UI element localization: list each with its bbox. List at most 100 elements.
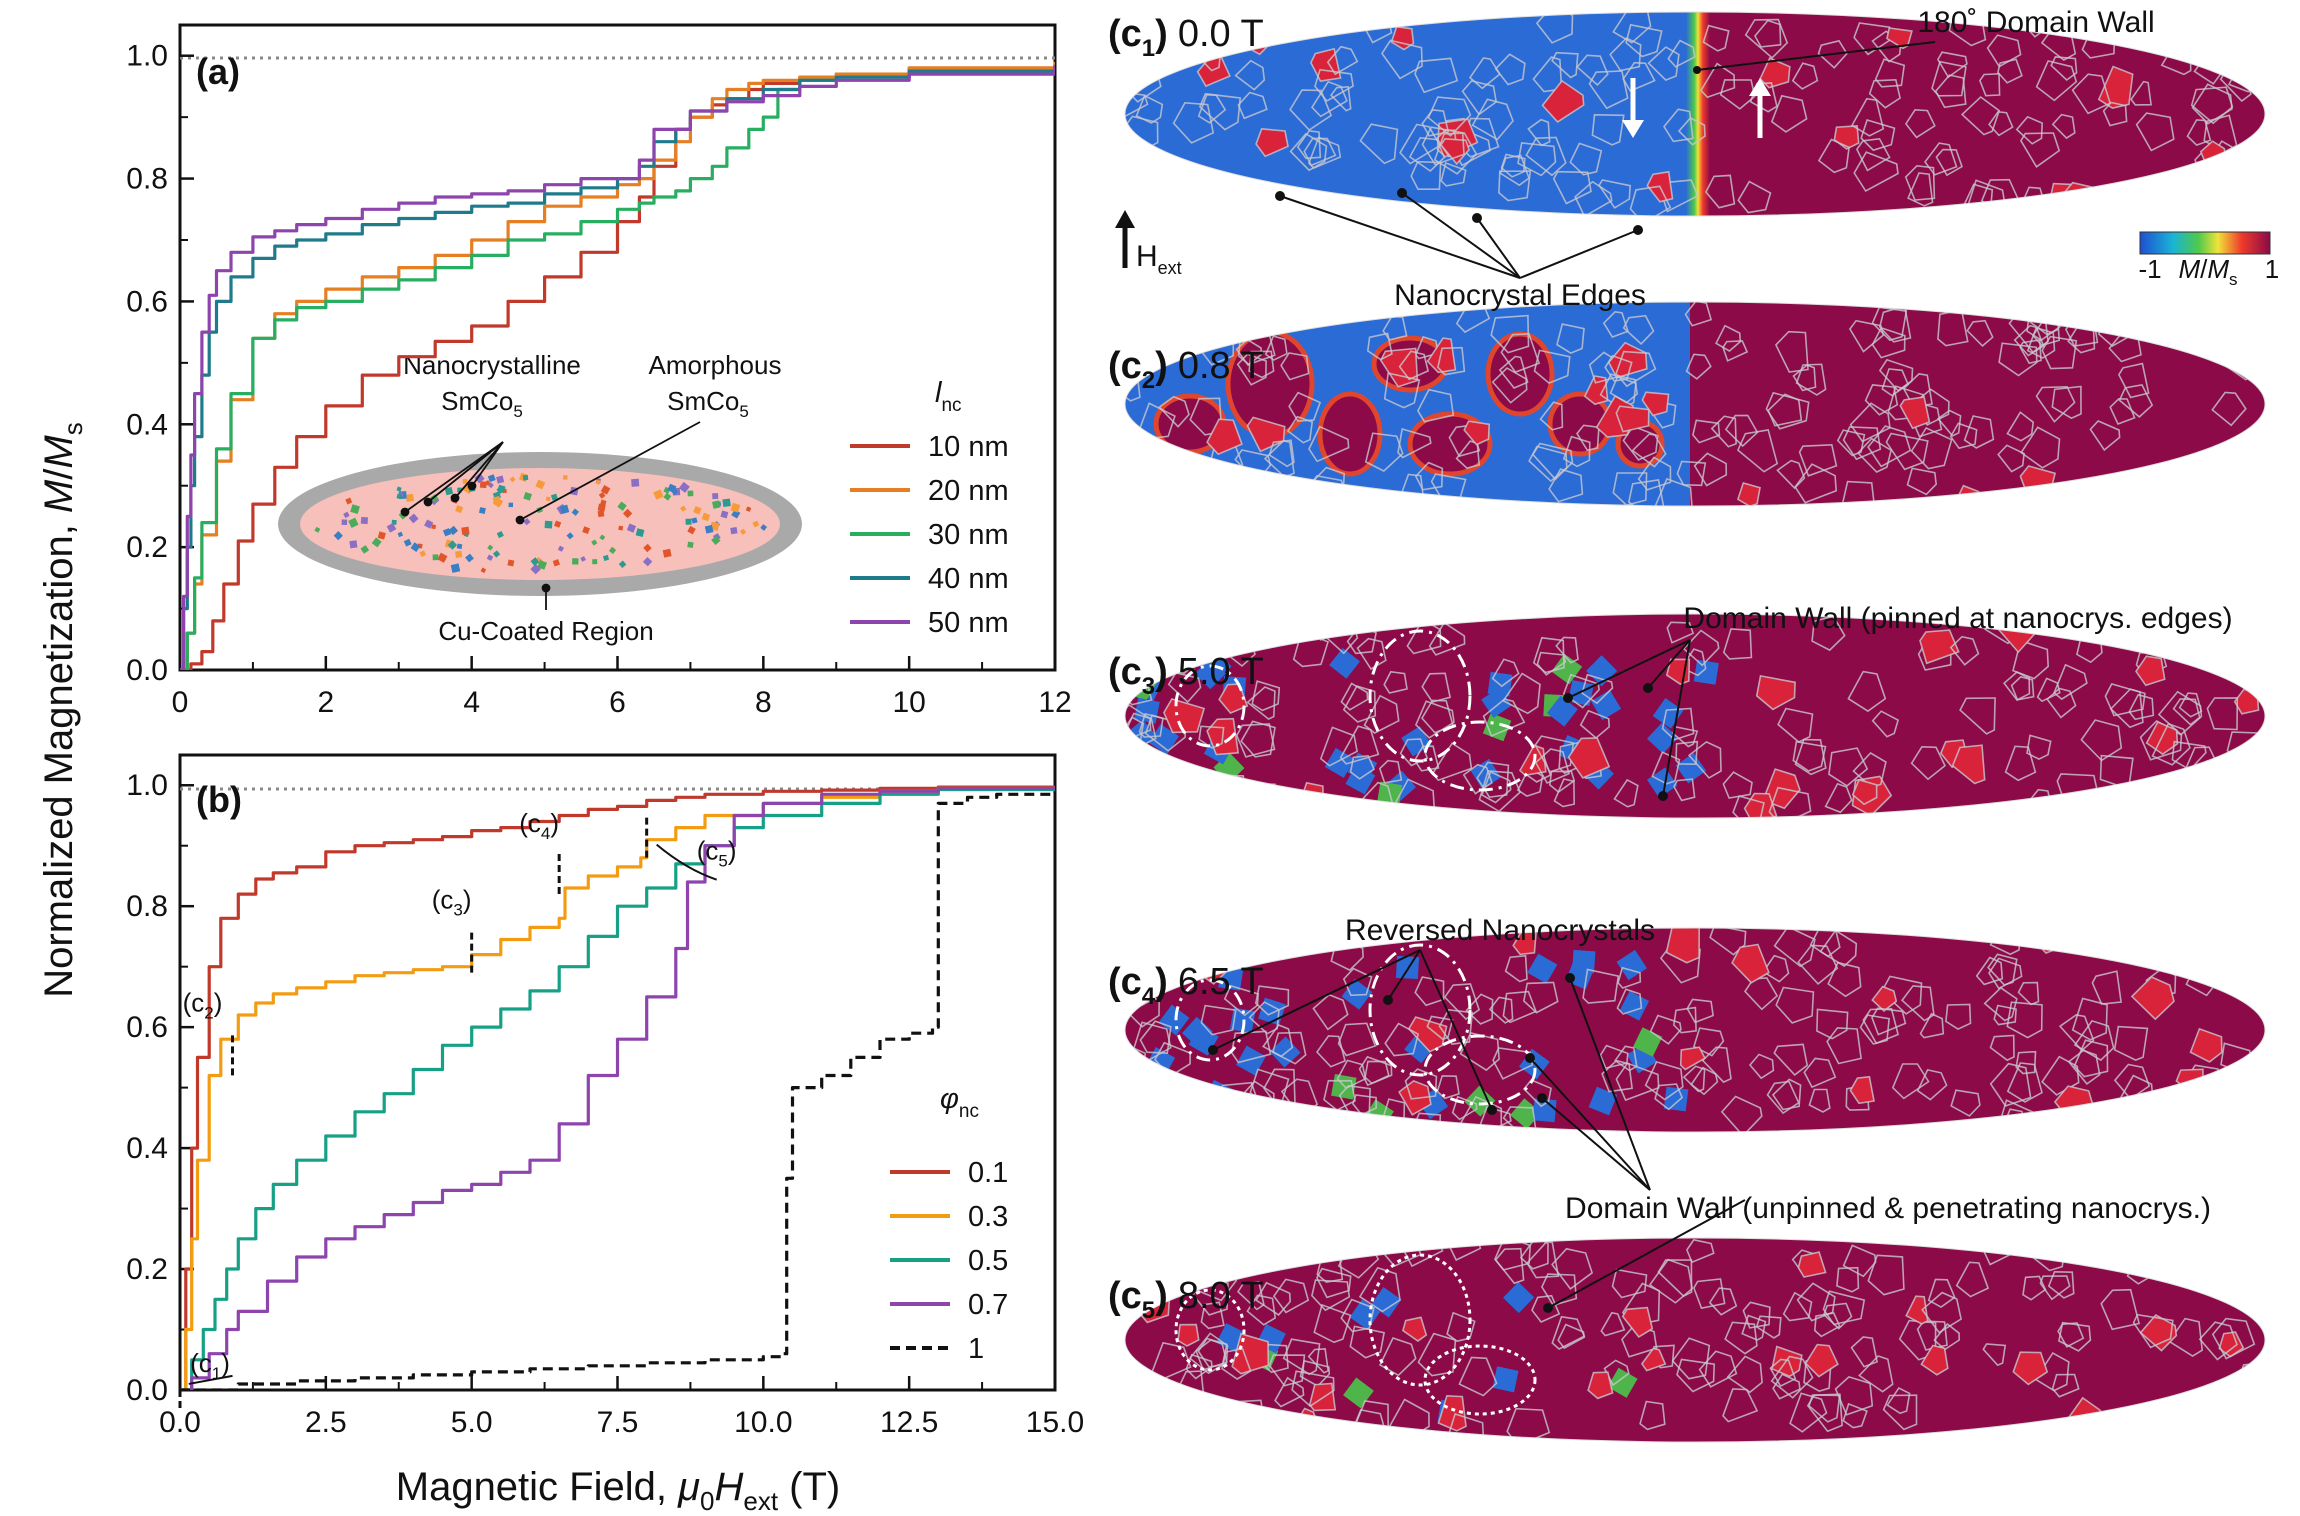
- inset-grain: [314, 526, 321, 533]
- inset-grain: [377, 531, 386, 540]
- panel-a-label: (a): [196, 51, 240, 92]
- inset-grain: [559, 504, 570, 515]
- inset-grain: [597, 510, 605, 518]
- inset-grain: [722, 498, 731, 507]
- legend-label: 10 nm: [928, 431, 1009, 463]
- highlight-ring: [1174, 664, 1246, 748]
- inset-grain: [405, 493, 415, 503]
- inset-grain: [599, 534, 606, 541]
- inset-grain: [447, 540, 458, 550]
- inset-grain: [626, 523, 637, 533]
- y-tick-label: 0.4: [126, 1132, 168, 1165]
- inset-grain: [403, 538, 412, 547]
- x-tick-label: 2: [317, 686, 334, 719]
- inset-grain: [687, 525, 696, 535]
- legend-label: 20 nm: [928, 475, 1009, 507]
- inset-grain: [582, 526, 590, 535]
- inset-grain: [597, 503, 606, 512]
- legend-a: lnc 10 nm 20 nm 30 nm 40 nm 50 nm: [850, 377, 1009, 639]
- inset-grain: [592, 559, 598, 565]
- inset-grain: [600, 485, 611, 495]
- legend-label: 0.1: [968, 1157, 1008, 1189]
- x-axis-label: Magnetic Field, μ0Hext (T): [396, 1465, 841, 1516]
- inset-grain: [712, 500, 721, 509]
- inset-grain: [530, 557, 540, 566]
- inset-grain: [566, 532, 574, 540]
- inset-grain: [522, 474, 529, 481]
- inset-grain: [497, 484, 506, 493]
- x-tick-label: 12.5: [880, 1406, 938, 1439]
- inset-grain: [550, 493, 558, 501]
- inset-grain: [456, 543, 463, 550]
- inset-grain: [523, 518, 531, 526]
- series-line: [180, 64, 1055, 670]
- y-tick-label: 0.6: [126, 1011, 168, 1044]
- highlight-ring: [1368, 1253, 1472, 1387]
- annotation-180-wall: 180˚ Domain Wall: [1917, 6, 2154, 39]
- colorbar-gradient: [2139, 231, 2271, 255]
- inset-grain: [509, 476, 516, 483]
- snapshot-c2: (c2) 0.8 T: [1108, 301, 2266, 507]
- inset-grain: [760, 524, 768, 531]
- panel-b-label: (b): [196, 779, 242, 820]
- inset-grain: [617, 501, 627, 511]
- inset-label-cu: Cu-Coated Region: [438, 616, 653, 646]
- y-tick-label: 0.6: [126, 285, 168, 318]
- inset-grain: [687, 490, 694, 497]
- series-line: [180, 791, 1055, 1390]
- y-axis-label: Normalized Magnetization, M/Ms: [37, 422, 88, 997]
- legend-b: φnc 0.1 0.3 0.5 0.7 1: [890, 1083, 1008, 1365]
- y-tick-label: 0.2: [126, 531, 168, 564]
- legend-label: 50 nm: [928, 607, 1009, 639]
- inset-grain: [571, 508, 579, 516]
- inset-grain: [537, 560, 548, 570]
- inset-grain: [345, 497, 353, 505]
- annotation-reversed: Reversed Nanocrystals: [1345, 914, 1655, 947]
- inset-grain: [341, 519, 348, 526]
- inset-grain: [360, 516, 369, 525]
- inset-grain: [410, 542, 421, 552]
- x-tick-label: 0.0: [159, 1406, 201, 1439]
- inset-grain: [739, 528, 747, 535]
- inset-grain: [508, 502, 514, 508]
- inset-grain: [349, 540, 358, 549]
- inset-grain: [662, 548, 672, 558]
- inset-grain: [608, 546, 617, 554]
- inset-grain: [711, 535, 721, 546]
- panel-b: 0.0 2.5 5.0 7.5 10.0 12.5 15.0 0.0 0.2 0.4 0.6 0.8 1…: [126, 753, 1084, 1439]
- hext-label: Hext: [1136, 240, 1182, 278]
- inset-grain: [642, 556, 653, 567]
- inset-grain: [745, 506, 752, 512]
- inset-grain: [396, 486, 402, 492]
- colorbar-max: 1: [2265, 254, 2279, 284]
- inset-grain: [553, 520, 562, 528]
- plot-a-ticks: 0 2 4 6 8 10 12 0.0 0.2 0.4 0.6 0.8 1.0: [126, 40, 1071, 719]
- inset-grain: [701, 512, 711, 522]
- plot-b-series: [180, 785, 1055, 1390]
- inset-grain: [685, 518, 692, 525]
- inset-grain: [507, 559, 515, 567]
- inset-grain: [557, 545, 564, 552]
- inset-grain: [437, 552, 448, 563]
- inset-grain: [462, 478, 468, 484]
- snapshot-outline: [1124, 1237, 2266, 1443]
- inset-grain: [546, 496, 551, 502]
- inset-grain: [653, 489, 664, 500]
- highlight-ring: [1174, 978, 1246, 1062]
- series-line: [180, 61, 1055, 670]
- y-tick-label: 0.8: [126, 890, 168, 923]
- inset-grain: [455, 505, 464, 514]
- inset-grain: [444, 486, 454, 496]
- inset-grain: [720, 510, 729, 519]
- x-tick-label: 6: [609, 686, 626, 719]
- inset-grain: [643, 543, 652, 553]
- inset-grain: [730, 502, 741, 513]
- snapshot-outline: [1124, 11, 2266, 217]
- inset-grain: [360, 545, 370, 554]
- marker-label: (c1): [190, 1348, 230, 1383]
- inset-label-nano-smco: SmCo5: [441, 386, 523, 421]
- series-line: [180, 786, 1055, 1390]
- inset-grain: [350, 504, 360, 514]
- highlight-ring: [1174, 1288, 1246, 1372]
- inset-grain: [487, 544, 494, 551]
